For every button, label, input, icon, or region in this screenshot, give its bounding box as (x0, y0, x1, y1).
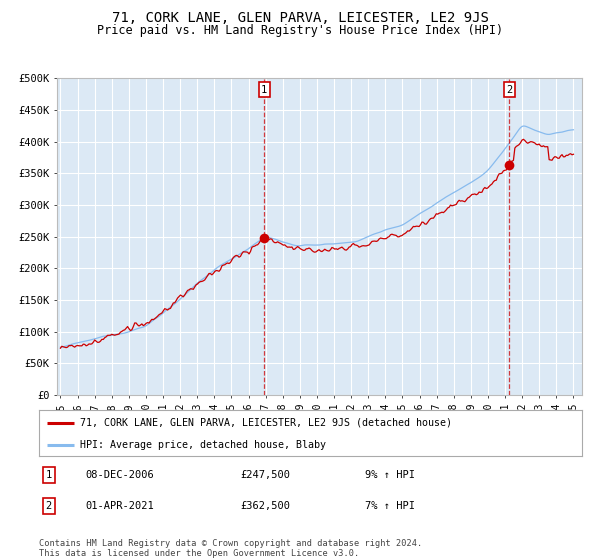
Text: 08-DEC-2006: 08-DEC-2006 (85, 470, 154, 480)
Text: 1: 1 (261, 85, 268, 95)
Text: Contains HM Land Registry data © Crown copyright and database right 2024.
This d: Contains HM Land Registry data © Crown c… (39, 539, 422, 558)
Text: 2: 2 (506, 85, 512, 95)
Text: 71, CORK LANE, GLEN PARVA, LEICESTER, LE2 9JS (detached house): 71, CORK LANE, GLEN PARVA, LEICESTER, LE… (80, 418, 452, 428)
Text: 1: 1 (46, 470, 52, 480)
Text: 7% ↑ HPI: 7% ↑ HPI (365, 501, 415, 511)
Text: 9% ↑ HPI: 9% ↑ HPI (365, 470, 415, 480)
Text: 71, CORK LANE, GLEN PARVA, LEICESTER, LE2 9JS: 71, CORK LANE, GLEN PARVA, LEICESTER, LE… (112, 11, 488, 25)
Text: Price paid vs. HM Land Registry's House Price Index (HPI): Price paid vs. HM Land Registry's House … (97, 24, 503, 37)
Text: 01-APR-2021: 01-APR-2021 (85, 501, 154, 511)
Text: £362,500: £362,500 (240, 501, 290, 511)
Text: 2: 2 (46, 501, 52, 511)
Text: HPI: Average price, detached house, Blaby: HPI: Average price, detached house, Blab… (80, 440, 326, 450)
Text: £247,500: £247,500 (240, 470, 290, 480)
